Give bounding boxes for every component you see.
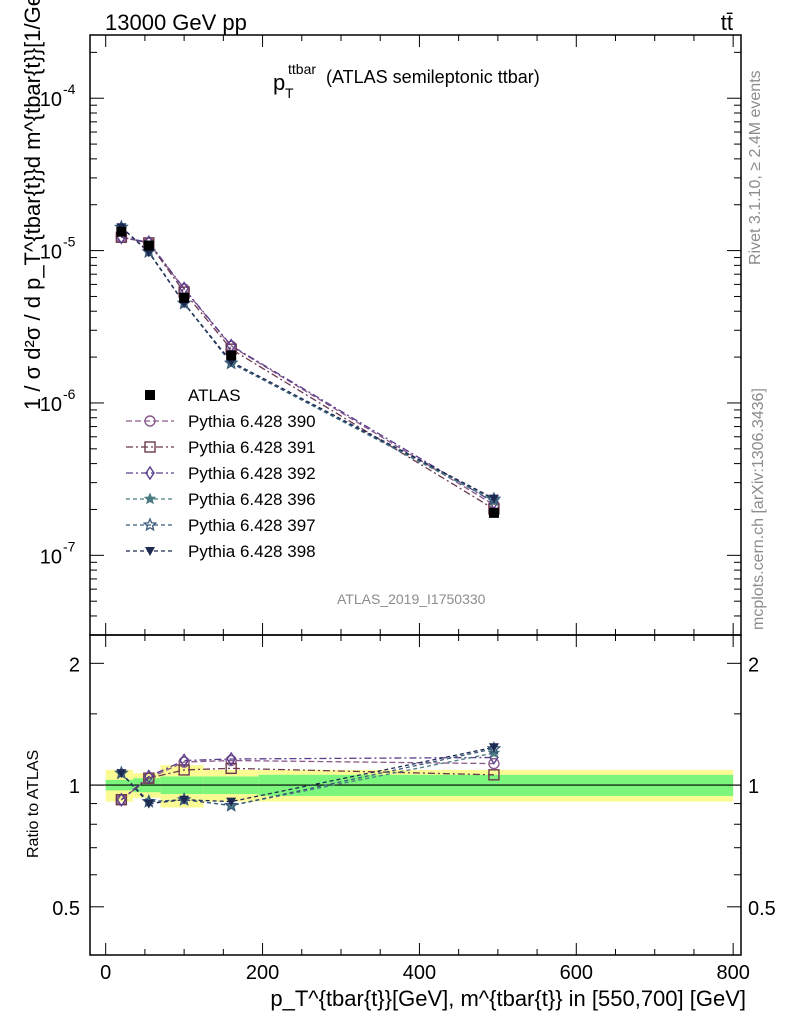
y-tick-label: 10 <box>40 546 62 568</box>
x-tick-label: 400 <box>403 962 436 984</box>
y-tick-label: 10 <box>40 89 62 111</box>
legend-entry: Pythia 6.428 390 <box>126 412 316 431</box>
series-ratio-point <box>116 769 127 779</box>
data-point <box>488 507 499 518</box>
legend-marker <box>143 492 157 505</box>
x-tick-label: 800 <box>716 962 749 984</box>
ratio-tick-label: 2 <box>69 654 80 676</box>
x-tick-label: 0 <box>100 962 111 984</box>
x-tick-label: 600 <box>560 962 593 984</box>
plot-title: p T ttbar (ATLAS semileptonic ttbar) <box>273 61 540 101</box>
series-line <box>120 226 495 500</box>
series-ratio-point <box>225 762 237 775</box>
legend-label: Pythia 6.428 390 <box>188 412 316 431</box>
data-point <box>116 226 127 237</box>
series-line <box>120 226 495 502</box>
series-ratio-point <box>223 797 239 812</box>
series-line <box>120 226 495 500</box>
series-ratio-point <box>179 753 189 768</box>
legend-entry: Pythia 6.428 392 <box>126 464 316 483</box>
legend-marker <box>142 517 158 532</box>
series-ratio-line <box>120 759 494 801</box>
legend-label: Pythia 6.428 391 <box>188 438 316 457</box>
data-point <box>226 350 237 361</box>
y-tick-label: 10 <box>40 242 62 264</box>
y-tick-exponent: -5 <box>63 234 76 250</box>
plot-title-sup: ttbar <box>288 61 316 77</box>
rivet-label: Rivet 3.1.10, ≥ 2.4M events <box>747 70 764 265</box>
ratio-tick-label-right: 1 <box>748 776 759 798</box>
legend-entry: Pythia 6.428 397 <box>126 516 316 535</box>
legend-entry: Pythia 6.428 391 <box>126 438 316 457</box>
series-ratio-line <box>120 752 495 807</box>
data-point <box>179 292 190 303</box>
legend-entry: Pythia 6.428 398 <box>126 542 316 561</box>
series-point <box>143 248 154 258</box>
series-markers <box>114 219 502 812</box>
plot-title-main: p <box>273 70 285 95</box>
header-right: tt̄ <box>721 10 733 35</box>
plot-title-sub: T <box>285 85 294 101</box>
series-ratio-point <box>487 746 501 759</box>
series-ratio-point <box>488 743 499 753</box>
uncertainty-bands <box>105 765 734 808</box>
data-point <box>143 240 154 251</box>
series-line <box>121 236 495 504</box>
ratio-tick-label: 0.5 <box>52 898 80 920</box>
y-tick-label: 10 <box>40 394 62 416</box>
legend-label: ATLAS <box>188 386 241 405</box>
series-ratio-point <box>226 797 237 807</box>
series-ratio-point <box>116 792 127 807</box>
series-ratio-point <box>226 751 237 767</box>
ratio-tick-label-right: 0.5 <box>748 898 776 920</box>
legend-label: Pythia 6.428 392 <box>188 464 316 483</box>
legend-label: Pythia 6.428 396 <box>188 490 316 509</box>
series-ratio-point <box>178 764 190 776</box>
series-ratio-point <box>143 799 154 809</box>
series-ratio-line <box>120 767 494 801</box>
y-tick-exponent: -7 <box>63 538 76 554</box>
legend-marker <box>144 415 156 427</box>
y-tick-exponent: -4 <box>63 81 76 97</box>
series-ratio-line <box>120 746 495 805</box>
series-ratio-line <box>120 748 495 807</box>
x-axis-label: p_T^{tbar{t}}[GeV], m^{tbar{t}} in [550,… <box>270 986 746 1011</box>
axes-frames <box>89 34 742 956</box>
legend-entry: Pythia 6.428 396 <box>126 490 316 509</box>
series-ratio-point <box>488 757 500 770</box>
watermark: ATLAS_2019_I1750330 <box>337 591 486 607</box>
legend-marker <box>145 390 155 400</box>
legend-label: Pythia 6.428 397 <box>188 516 316 535</box>
legend-marker <box>144 441 156 453</box>
ratio-tick-label: 1 <box>69 776 80 798</box>
legend-label: Pythia 6.428 398 <box>188 542 316 561</box>
ratio-axis-label: Ratio to ATLAS <box>25 750 42 858</box>
series-ratio-point <box>143 769 154 784</box>
ratio-panel-frame <box>89 634 742 956</box>
y-axis-label: 1 / σ d²σ / d p_T^{tbar{t}}d m^{tbar{t}}… <box>20 0 45 410</box>
plot-title-rest: (ATLAS semileptonic ttbar) <box>326 67 540 87</box>
series-ratio-point <box>179 795 190 805</box>
legend-entry: ATLAS <box>145 386 241 405</box>
ratio-tick-label-right: 2 <box>748 654 759 676</box>
header-left: 13000 GeV pp <box>105 10 247 35</box>
series-ratio-point <box>488 769 500 781</box>
mcplots-label: mcplots.cern.ch [arXiv:1306.3436] <box>750 388 767 630</box>
legend-marker <box>145 465 155 481</box>
legend-marker <box>145 547 155 556</box>
series-point <box>488 494 499 504</box>
legend: ATLAS Pythia 6.428 390 Pythia 6.428 391 Pyt… <box>126 386 316 561</box>
y-tick-exponent: -6 <box>63 386 76 402</box>
y-axis-label-text: 1 / σ d²σ / d p_T^{tbar{t}}d m^{tbar{t}}… <box>20 0 45 410</box>
x-tick-label: 200 <box>246 962 279 984</box>
